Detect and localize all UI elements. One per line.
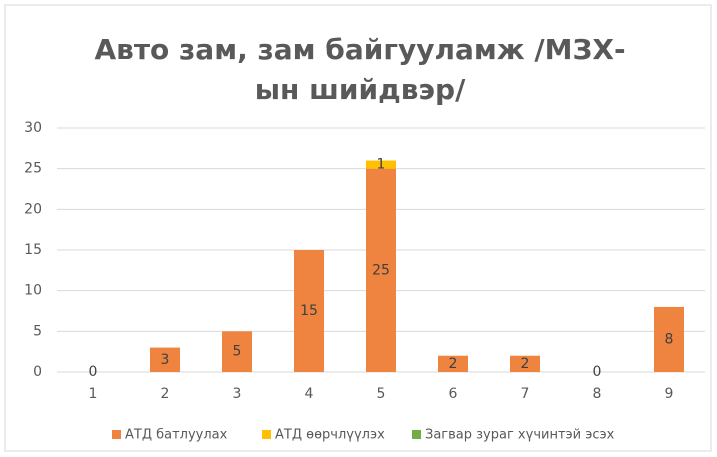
bar-segment	[438, 355, 468, 372]
chart-border	[4, 4, 712, 452]
data-label: 25	[372, 262, 390, 278]
y-tick-label: 10	[24, 283, 42, 299]
bar-segment	[510, 355, 540, 372]
x-tick-label: 2	[161, 386, 170, 402]
legend-label: Загвар зураг хүчинтэй эсэх	[425, 428, 615, 443]
legend-swatch	[112, 430, 121, 439]
x-tick-label: 6	[449, 386, 458, 402]
y-tick-label: 5	[33, 323, 42, 339]
legend-swatch	[262, 430, 271, 439]
legend-label: АТД өөрчлүүлэх	[275, 428, 385, 443]
bar-segment	[294, 250, 324, 372]
data-label: 5	[233, 344, 242, 360]
bar-segment	[654, 306, 684, 372]
bar-segment	[366, 168, 396, 372]
y-tick-label: 0	[33, 364, 42, 380]
data-label: 0	[593, 364, 602, 380]
legend-label: АТД батлуулах	[125, 428, 228, 443]
data-label: 2	[521, 356, 530, 372]
y-tick-label: 25	[24, 161, 42, 177]
bar-segment	[222, 331, 252, 372]
y-tick-label: 30	[24, 120, 42, 136]
x-tick-label: 9	[665, 386, 674, 402]
x-tick-label: 3	[233, 386, 242, 402]
bar-segment	[150, 347, 180, 372]
y-tick-label: 15	[24, 242, 42, 258]
x-tick-label: 4	[305, 386, 314, 402]
data-label: 15	[300, 303, 318, 319]
x-tick-label: 7	[521, 386, 530, 402]
data-label: 2	[449, 356, 458, 372]
data-label: 0	[89, 364, 98, 380]
y-tick-label: 20	[24, 201, 42, 217]
data-label: 3	[161, 352, 170, 368]
x-tick-label: 1	[89, 386, 98, 402]
chart-title: Авто зам, зам байгууламж /МЗХ-ын шийдвэр…	[94, 33, 626, 106]
data-label: 8	[665, 331, 674, 347]
data-label: 1	[377, 157, 386, 173]
x-tick-label: 8	[593, 386, 602, 402]
bar-segment	[366, 160, 396, 169]
x-tick-label: 5	[377, 386, 386, 402]
legend-swatch	[412, 430, 421, 439]
